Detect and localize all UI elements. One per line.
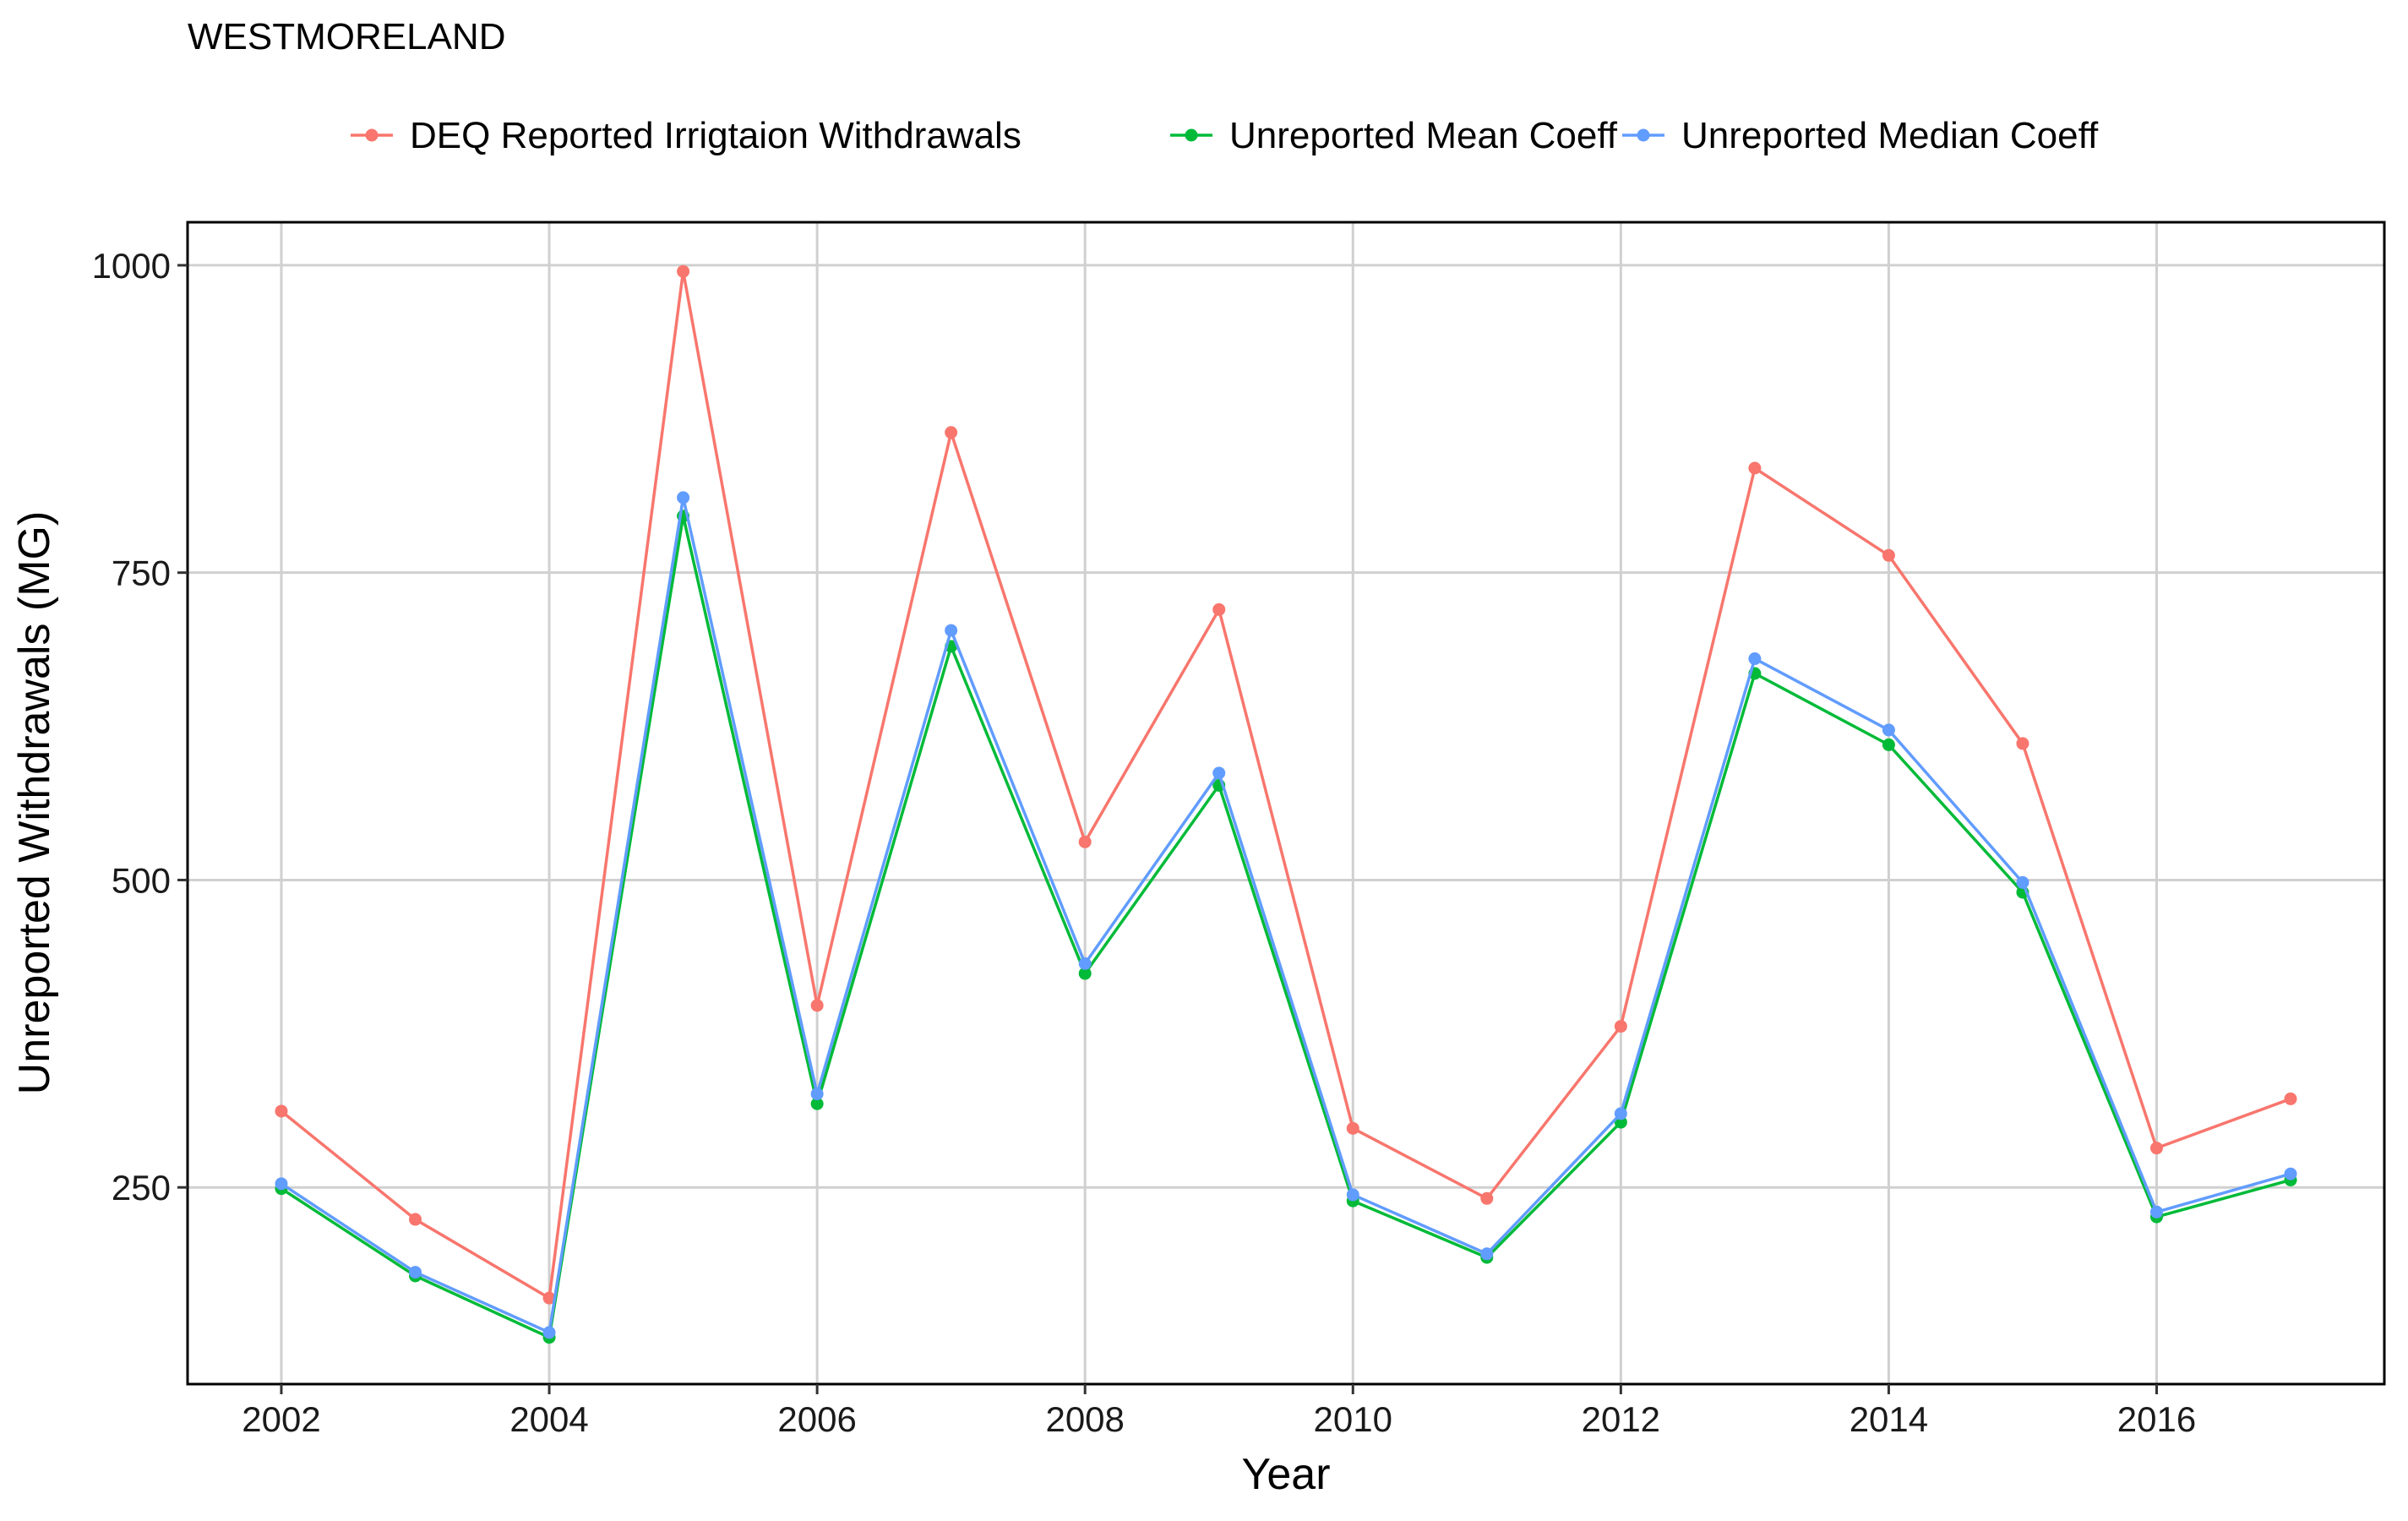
legend-item: Unreported Median Coeff [1622, 115, 2099, 156]
legend-label: Unreported Median Coeff [1681, 115, 2099, 156]
data-point [677, 264, 690, 278]
data-point [2149, 1205, 2163, 1218]
data-point [1346, 1121, 1359, 1135]
y-tick-label: 500 [112, 860, 171, 900]
legend: DEQ Reported Irrigtaion Withdrawals Unrep… [351, 115, 2099, 156]
legend-item: DEQ Reported Irrigtaion Withdrawals [351, 115, 1021, 156]
data-point [1212, 766, 1226, 780]
data-point [409, 1266, 422, 1279]
legend-key-point [1185, 128, 1198, 142]
series-line [281, 515, 2291, 1339]
x-tick-label: 2010 [1314, 1399, 1392, 1439]
data-point [810, 1097, 824, 1110]
data-point [677, 491, 690, 504]
chart-title: WESTMORELAND [188, 16, 505, 57]
data-point [810, 1088, 824, 1101]
series-line [280, 270, 2291, 1300]
data-point [945, 426, 958, 439]
data-point [1748, 461, 1762, 475]
data-point [945, 624, 958, 637]
data-point [275, 1104, 288, 1118]
data-point [1346, 1188, 1359, 1202]
data-point [1882, 738, 1895, 751]
data-point [1882, 548, 1895, 562]
x-axis-label: Year [1241, 1450, 1330, 1499]
y-tick-label: 250 [112, 1168, 171, 1208]
data-point [2016, 737, 2029, 750]
legend-label: Unreported Mean Coeff [1229, 115, 1618, 156]
legend-key-point [365, 128, 379, 142]
legend-label: DEQ Reported Irrigtaion Withdrawals [410, 115, 1021, 156]
x-tick-label: 2008 [1045, 1399, 1124, 1439]
x-tick-label: 2016 [2117, 1399, 2196, 1439]
data-point [810, 999, 824, 1012]
series-group [275, 264, 2297, 1305]
data-point [1480, 1191, 1494, 1205]
data-point [1614, 1020, 1627, 1033]
x-tick-label: 2006 [777, 1399, 856, 1439]
series-group [275, 491, 2297, 1339]
data-point [2284, 1167, 2297, 1180]
data-point [1480, 1247, 1494, 1261]
axes-layer: 2002 2004 2006 2008 2010 2012 2014 2016 250 500 75… [92, 246, 2197, 1439]
series-layer [275, 264, 2297, 1344]
data-point [2149, 1142, 2163, 1155]
data-point [1614, 1107, 1627, 1120]
data-point [1212, 602, 1226, 616]
data-point [2016, 875, 2029, 889]
x-tick-label: 2004 [509, 1399, 588, 1439]
plot-panel-border [186, 221, 2386, 1386]
legend-key-point [1637, 128, 1650, 142]
y-tick-label: 750 [112, 553, 171, 593]
series-line [281, 496, 2291, 1334]
data-point [409, 1213, 422, 1226]
x-tick-label: 2012 [1582, 1399, 1660, 1439]
data-point [1078, 957, 1092, 970]
data-point [542, 1326, 556, 1339]
data-point [542, 1291, 556, 1305]
data-point [1078, 835, 1092, 848]
x-tick-label: 2002 [242, 1399, 320, 1439]
y-axis-label: Unreported Withdrawals (MG) [10, 511, 59, 1095]
data-point [2284, 1092, 2297, 1105]
x-tick-label: 2014 [1850, 1399, 1928, 1439]
legend-item: Unreported Mean Coeff [1170, 115, 1618, 156]
data-point [1078, 967, 1092, 980]
data-point [1748, 652, 1762, 666]
data-point [1882, 723, 1895, 737]
data-point [275, 1177, 288, 1191]
y-tick-label: 1000 [92, 246, 171, 286]
